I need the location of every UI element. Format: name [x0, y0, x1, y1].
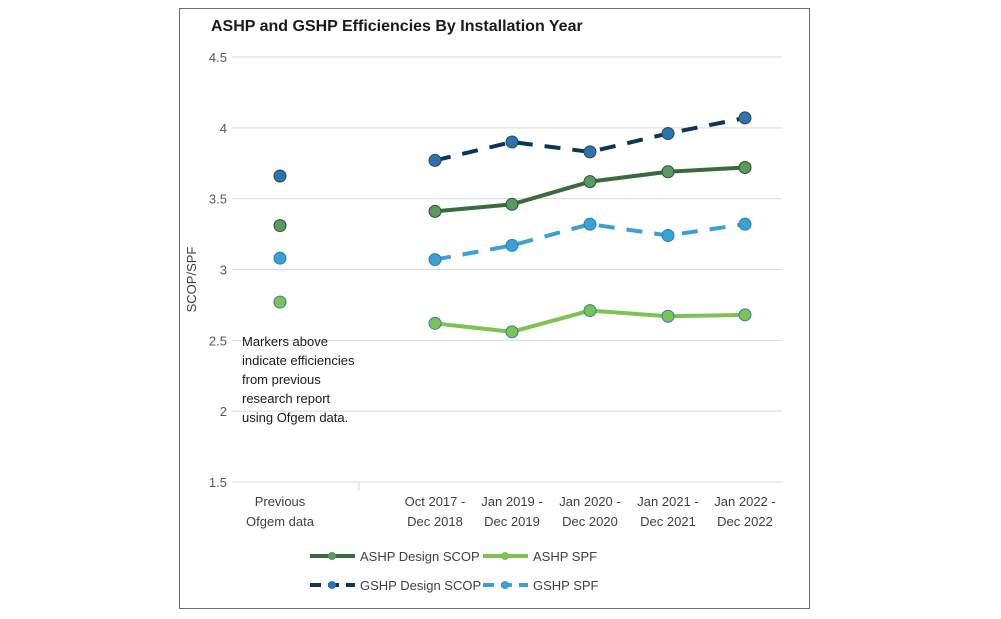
data-point — [273, 295, 287, 309]
data-point — [583, 304, 597, 318]
series-layer — [273, 111, 752, 339]
y-tick-label: 3 — [220, 263, 227, 278]
data-point — [428, 153, 442, 167]
y-axis-label: SCOP/SPF — [184, 247, 199, 313]
data-point — [583, 145, 597, 159]
x-tick-label: Jan 2022 -Dec 2022 — [714, 494, 775, 529]
chart-frame: ASHP and GSHP Efficiencies By Installati… — [179, 8, 810, 609]
data-point — [505, 197, 519, 211]
legend-marker — [328, 552, 336, 560]
y-tick-label: 2 — [220, 404, 227, 419]
data-point — [505, 238, 519, 252]
data-point — [273, 251, 287, 265]
y-tick-label: 2.5 — [209, 333, 227, 348]
data-point — [428, 316, 442, 330]
series-line-gshp-design-scop — [434, 115, 746, 163]
data-point — [583, 217, 597, 231]
legend-marker — [501, 552, 509, 560]
y-tick-label: 3.5 — [209, 192, 227, 207]
x-tick-label: Jan 2019 -Dec 2019 — [481, 494, 542, 529]
chart-svg: ASHP and GSHP Efficiencies By Installati… — [184, 18, 782, 593]
x-tick-labels: Previous Ofgem data Oct 2017 -Dec 2018 Jan … — [246, 482, 776, 529]
legend-label: ASHP SPF — [533, 549, 597, 564]
chart-title: ASHP and GSHP Efficiencies By Installati… — [211, 18, 583, 35]
data-point — [273, 169, 287, 183]
legend-marker — [501, 581, 509, 589]
data-point — [738, 217, 752, 231]
annotation-note: Markers above indicate efficiencies from p… — [242, 334, 355, 425]
data-point — [428, 253, 442, 267]
y-tick-label: 4.5 — [209, 50, 227, 65]
legend-label: ASHP Design SCOP — [360, 549, 480, 564]
data-point — [273, 219, 287, 233]
data-point — [661, 309, 675, 323]
legend: ASHP Design SCOP ASHP SPF GSHP Design SCOP… — [310, 549, 599, 593]
legend-label: GSHP SPF — [533, 578, 599, 593]
data-point — [661, 165, 675, 179]
x-tick-label: Oct 2017 -Dec 2018 — [405, 494, 466, 529]
y-tick-labels: 1.5 2 2.5 3 3.5 4 4.5 — [209, 50, 227, 490]
x-tick-label: Jan 2021 -Dec 2021 — [637, 494, 698, 529]
data-point — [738, 308, 752, 322]
y-tick-label: 4 — [220, 121, 227, 136]
data-point — [661, 127, 675, 140]
y-tick-label: 1.5 — [209, 475, 227, 490]
series-line-ashp-design-scop — [434, 165, 746, 214]
data-point — [738, 161, 752, 174]
data-point — [583, 175, 597, 189]
data-point — [738, 111, 752, 125]
legend-marker — [328, 581, 336, 589]
data-point — [428, 204, 442, 218]
x-tick-label: Previous Ofgem data — [246, 494, 315, 529]
data-point — [505, 325, 519, 339]
data-point — [505, 135, 519, 149]
series-line-gshp-spf — [434, 222, 746, 262]
annotation-text: Markers above indicate efficiencies from p… — [242, 334, 355, 425]
x-tick-label: Jan 2020 -Dec 2020 — [559, 494, 620, 529]
grid-layer — [232, 56, 782, 483]
legend-label: GSHP Design SCOP — [360, 578, 481, 593]
data-point — [661, 229, 675, 242]
